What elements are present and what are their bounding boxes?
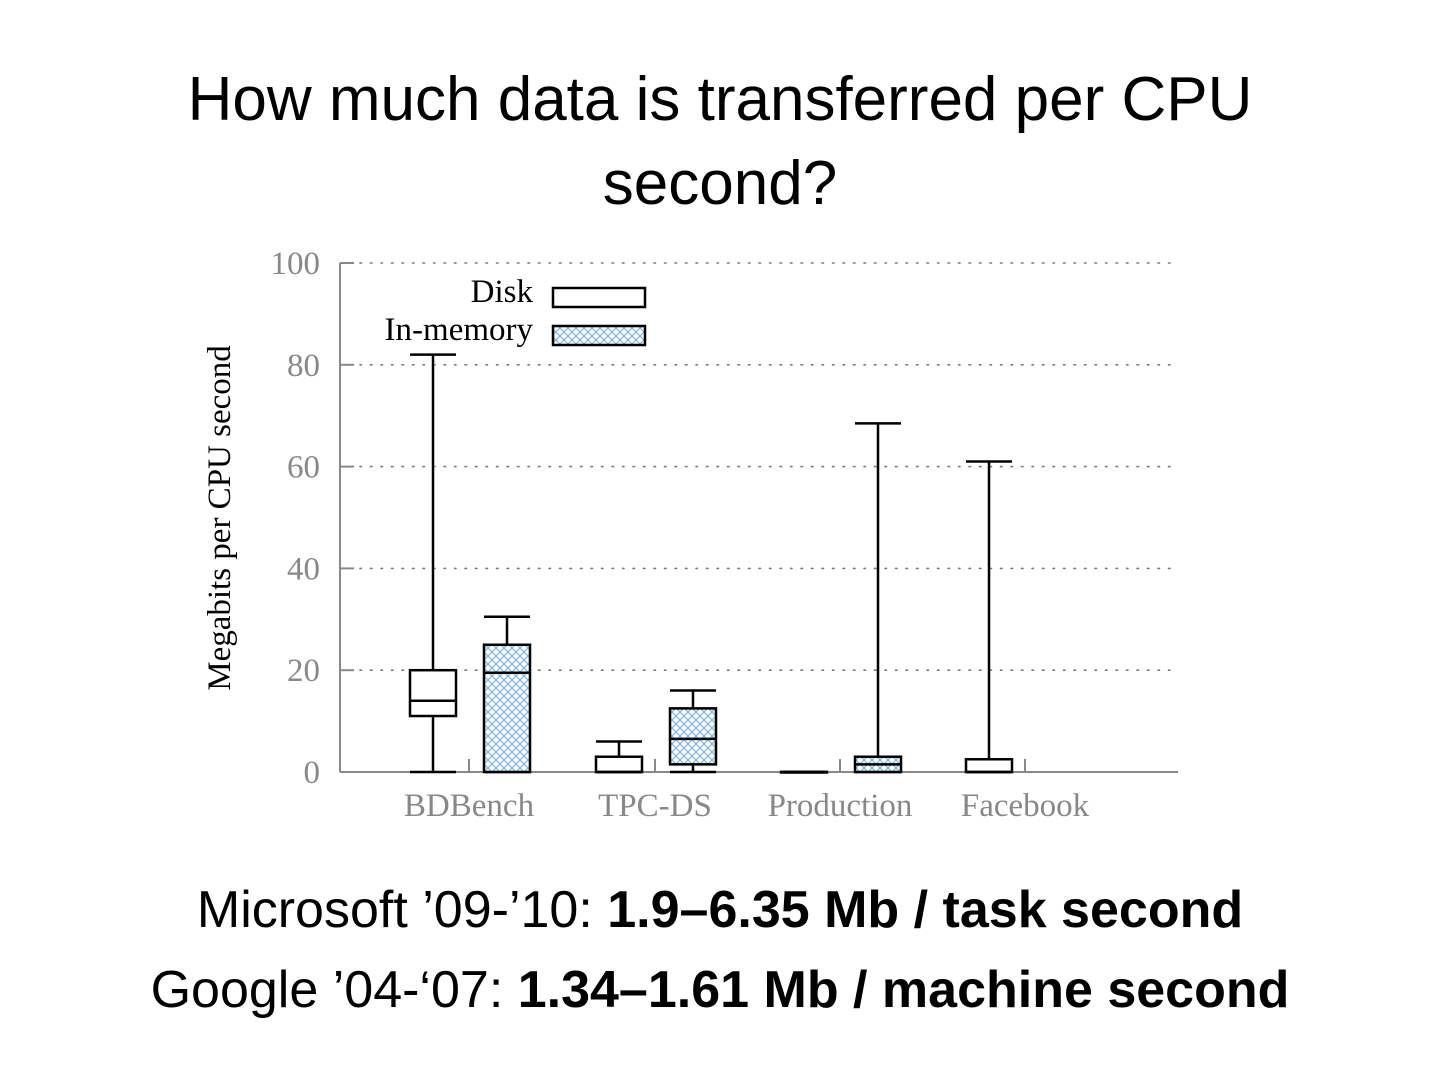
legend-swatch-disk: [551, 286, 647, 309]
box-disk-facebook: [964, 460, 1014, 774]
footnote-google: Google ’04-‘07: 1.34–1.61 Mb / machine s…: [0, 960, 1440, 1020]
title-line-1: How much data is transferred per CPU: [187, 65, 1253, 134]
box-disk-production: [779, 770, 829, 774]
box-body: [964, 758, 1014, 774]
legend-label-in-memory: In-memory: [385, 312, 534, 348]
footnote-google-label: Google ’04-‘07:: [150, 961, 518, 1019]
x-tick-label-TPC-DS: TPC-DS: [598, 788, 712, 824]
y-tick-label-20: 20: [287, 653, 320, 689]
y-tick-label-40: 40: [287, 551, 320, 587]
box-body: [594, 755, 644, 774]
legend-label-disk: Disk: [471, 274, 534, 310]
footnote-microsoft-value: 1.9–6.35 Mb / task second: [607, 881, 1244, 939]
footnote-microsoft: Microsoft ’09-’10: 1.9–6.35 Mb / task se…: [0, 880, 1440, 940]
x-tick-label-Production: Production: [768, 788, 913, 824]
y-tick-label-100: 100: [271, 246, 321, 282]
y-tick-label-80: 80: [287, 348, 320, 384]
box-series: [408, 353, 1014, 774]
axes: 0 20 40 60 80 100 BDBench TPC-DS Production Faceb…: [271, 246, 1178, 824]
x-tick-label-BDBench: BDBench: [404, 788, 535, 824]
y-axis-label: Megabits per CPU second: [202, 345, 238, 691]
y-tick-label-0: 0: [304, 755, 321, 791]
title-line-2: second?: [602, 149, 838, 218]
y-tick-label-60: 60: [287, 450, 320, 486]
legend-swatch-in-memory: [551, 324, 647, 347]
footnote-microsoft-label: Microsoft ’09-’10:: [196, 881, 608, 939]
box-in-memory-tpc-ds: [668, 689, 718, 774]
box-disk-bdbench: [408, 353, 458, 774]
footnote-google-value: 1.34–1.61 Mb / machine second: [517, 961, 1290, 1019]
box-body: [482, 643, 532, 774]
box-in-memory-bdbench: [482, 615, 532, 774]
box-body: [408, 668, 458, 718]
box-in-memory-production: [853, 422, 903, 774]
slide-title: How much data is transferred per CPU sec…: [0, 58, 1440, 226]
box-disk-tpc-ds: [594, 740, 644, 774]
box-body: [668, 707, 718, 766]
x-tick-label-Facebook: Facebook: [961, 788, 1090, 824]
